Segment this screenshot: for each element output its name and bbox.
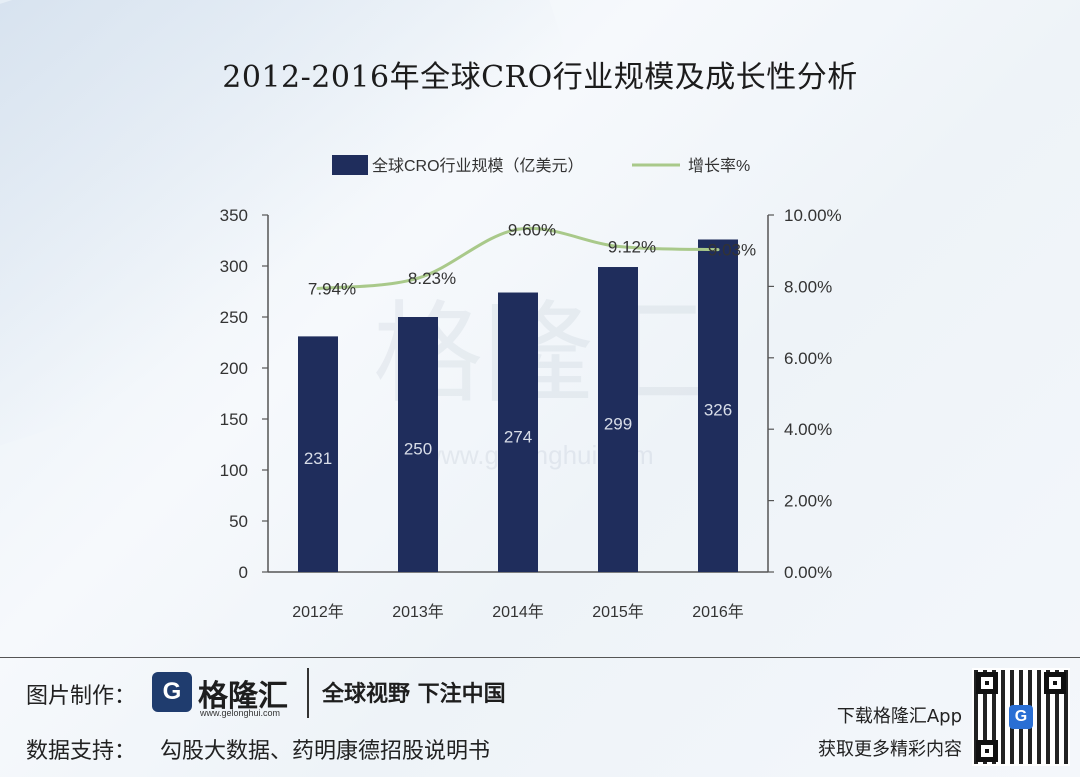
brand-divider (307, 668, 309, 718)
y-right-tick-label: 0.00% (784, 563, 832, 582)
growth-rate-point (316, 287, 320, 291)
growth-rate-point (616, 244, 620, 248)
bar-2014年 (498, 292, 538, 572)
y-left-tick-label: 300 (220, 257, 248, 276)
y-left-tick-label: 350 (220, 206, 248, 225)
legend-bar-label: 全球CRO行业规模（亿美元） (372, 157, 584, 175)
logo-letter: G (162, 678, 182, 705)
qr-logo-icon: G (1009, 705, 1033, 729)
footer-divider-line (0, 657, 1080, 658)
bar-2013年 (398, 317, 438, 572)
brand-url: www.gelonghui.com (200, 708, 281, 718)
x-tick-label: 2012年 (292, 603, 344, 621)
growth-rate-label: 9.03% (708, 241, 756, 260)
source-label: 数据支持： (26, 739, 137, 764)
gelonghui-logo-icon[interactable]: G (152, 672, 192, 712)
qr-code-icon[interactable]: G (972, 668, 1070, 766)
y-right-tick-label: 6.00% (784, 349, 832, 368)
y-left-tick-label: 100 (220, 461, 248, 480)
chart-title: 2012-2016年全球CRO行业规模及成长性分析 (222, 60, 858, 95)
y-left-tick-label: 0 (239, 563, 248, 582)
x-tick-label: 2016年 (692, 603, 744, 621)
growth-rate-label: 9.60% (508, 220, 556, 239)
bar-value-label: 274 (504, 427, 532, 446)
y-left-tick-label: 200 (220, 359, 248, 378)
growth-rate-label: 7.94% (308, 280, 356, 299)
legend-line-label: 增长率% (688, 157, 750, 175)
y-right-tick-label: 10.00% (784, 206, 842, 225)
y-right-tick-label: 4.00% (784, 420, 832, 439)
y-left-tick-label: 250 (220, 308, 248, 327)
x-tick-label: 2014年 (492, 603, 544, 621)
growth-rate-point (516, 227, 520, 231)
bar-value-label: 250 (404, 440, 432, 459)
bar-2015年 (598, 267, 638, 572)
growth-rate-point (716, 248, 720, 252)
chart: 格隆汇www.gelonghui.com05010015020025030035… (220, 155, 842, 621)
made-by-label: 图片制作： (26, 684, 137, 709)
y-left-tick-label: 50 (229, 512, 248, 531)
bar-value-label: 231 (304, 449, 332, 468)
qr-finder (1044, 672, 1066, 694)
y-right-tick-label: 2.00% (784, 492, 832, 511)
bar-2016年 (698, 239, 738, 573)
legend-bar-swatch (332, 155, 368, 175)
brand-name: 格隆汇 (198, 679, 288, 714)
bar-value-label: 299 (604, 415, 632, 434)
more-content-text: 获取更多精彩内容 (818, 739, 962, 760)
y-left-tick-label: 150 (220, 410, 248, 429)
source-text: 勾股大数据、药明康德招股说明书 (160, 739, 491, 764)
bar-2012年 (298, 336, 338, 572)
y-right-tick-label: 8.00% (784, 277, 832, 296)
qr-finder (976, 672, 998, 694)
x-tick-label: 2015年 (592, 603, 644, 621)
x-tick-label: 2013年 (392, 603, 444, 621)
growth-rate-label: 9.12% (608, 237, 656, 256)
growth-rate-point (416, 276, 420, 280)
growth-rate-label: 8.23% (408, 269, 456, 288)
bar-value-label: 326 (704, 401, 732, 420)
qr-finder (976, 740, 998, 762)
download-app-text[interactable]: 下载格隆汇App (836, 706, 962, 727)
brand-slogan: 全球视野 下注中国 (322, 682, 506, 707)
